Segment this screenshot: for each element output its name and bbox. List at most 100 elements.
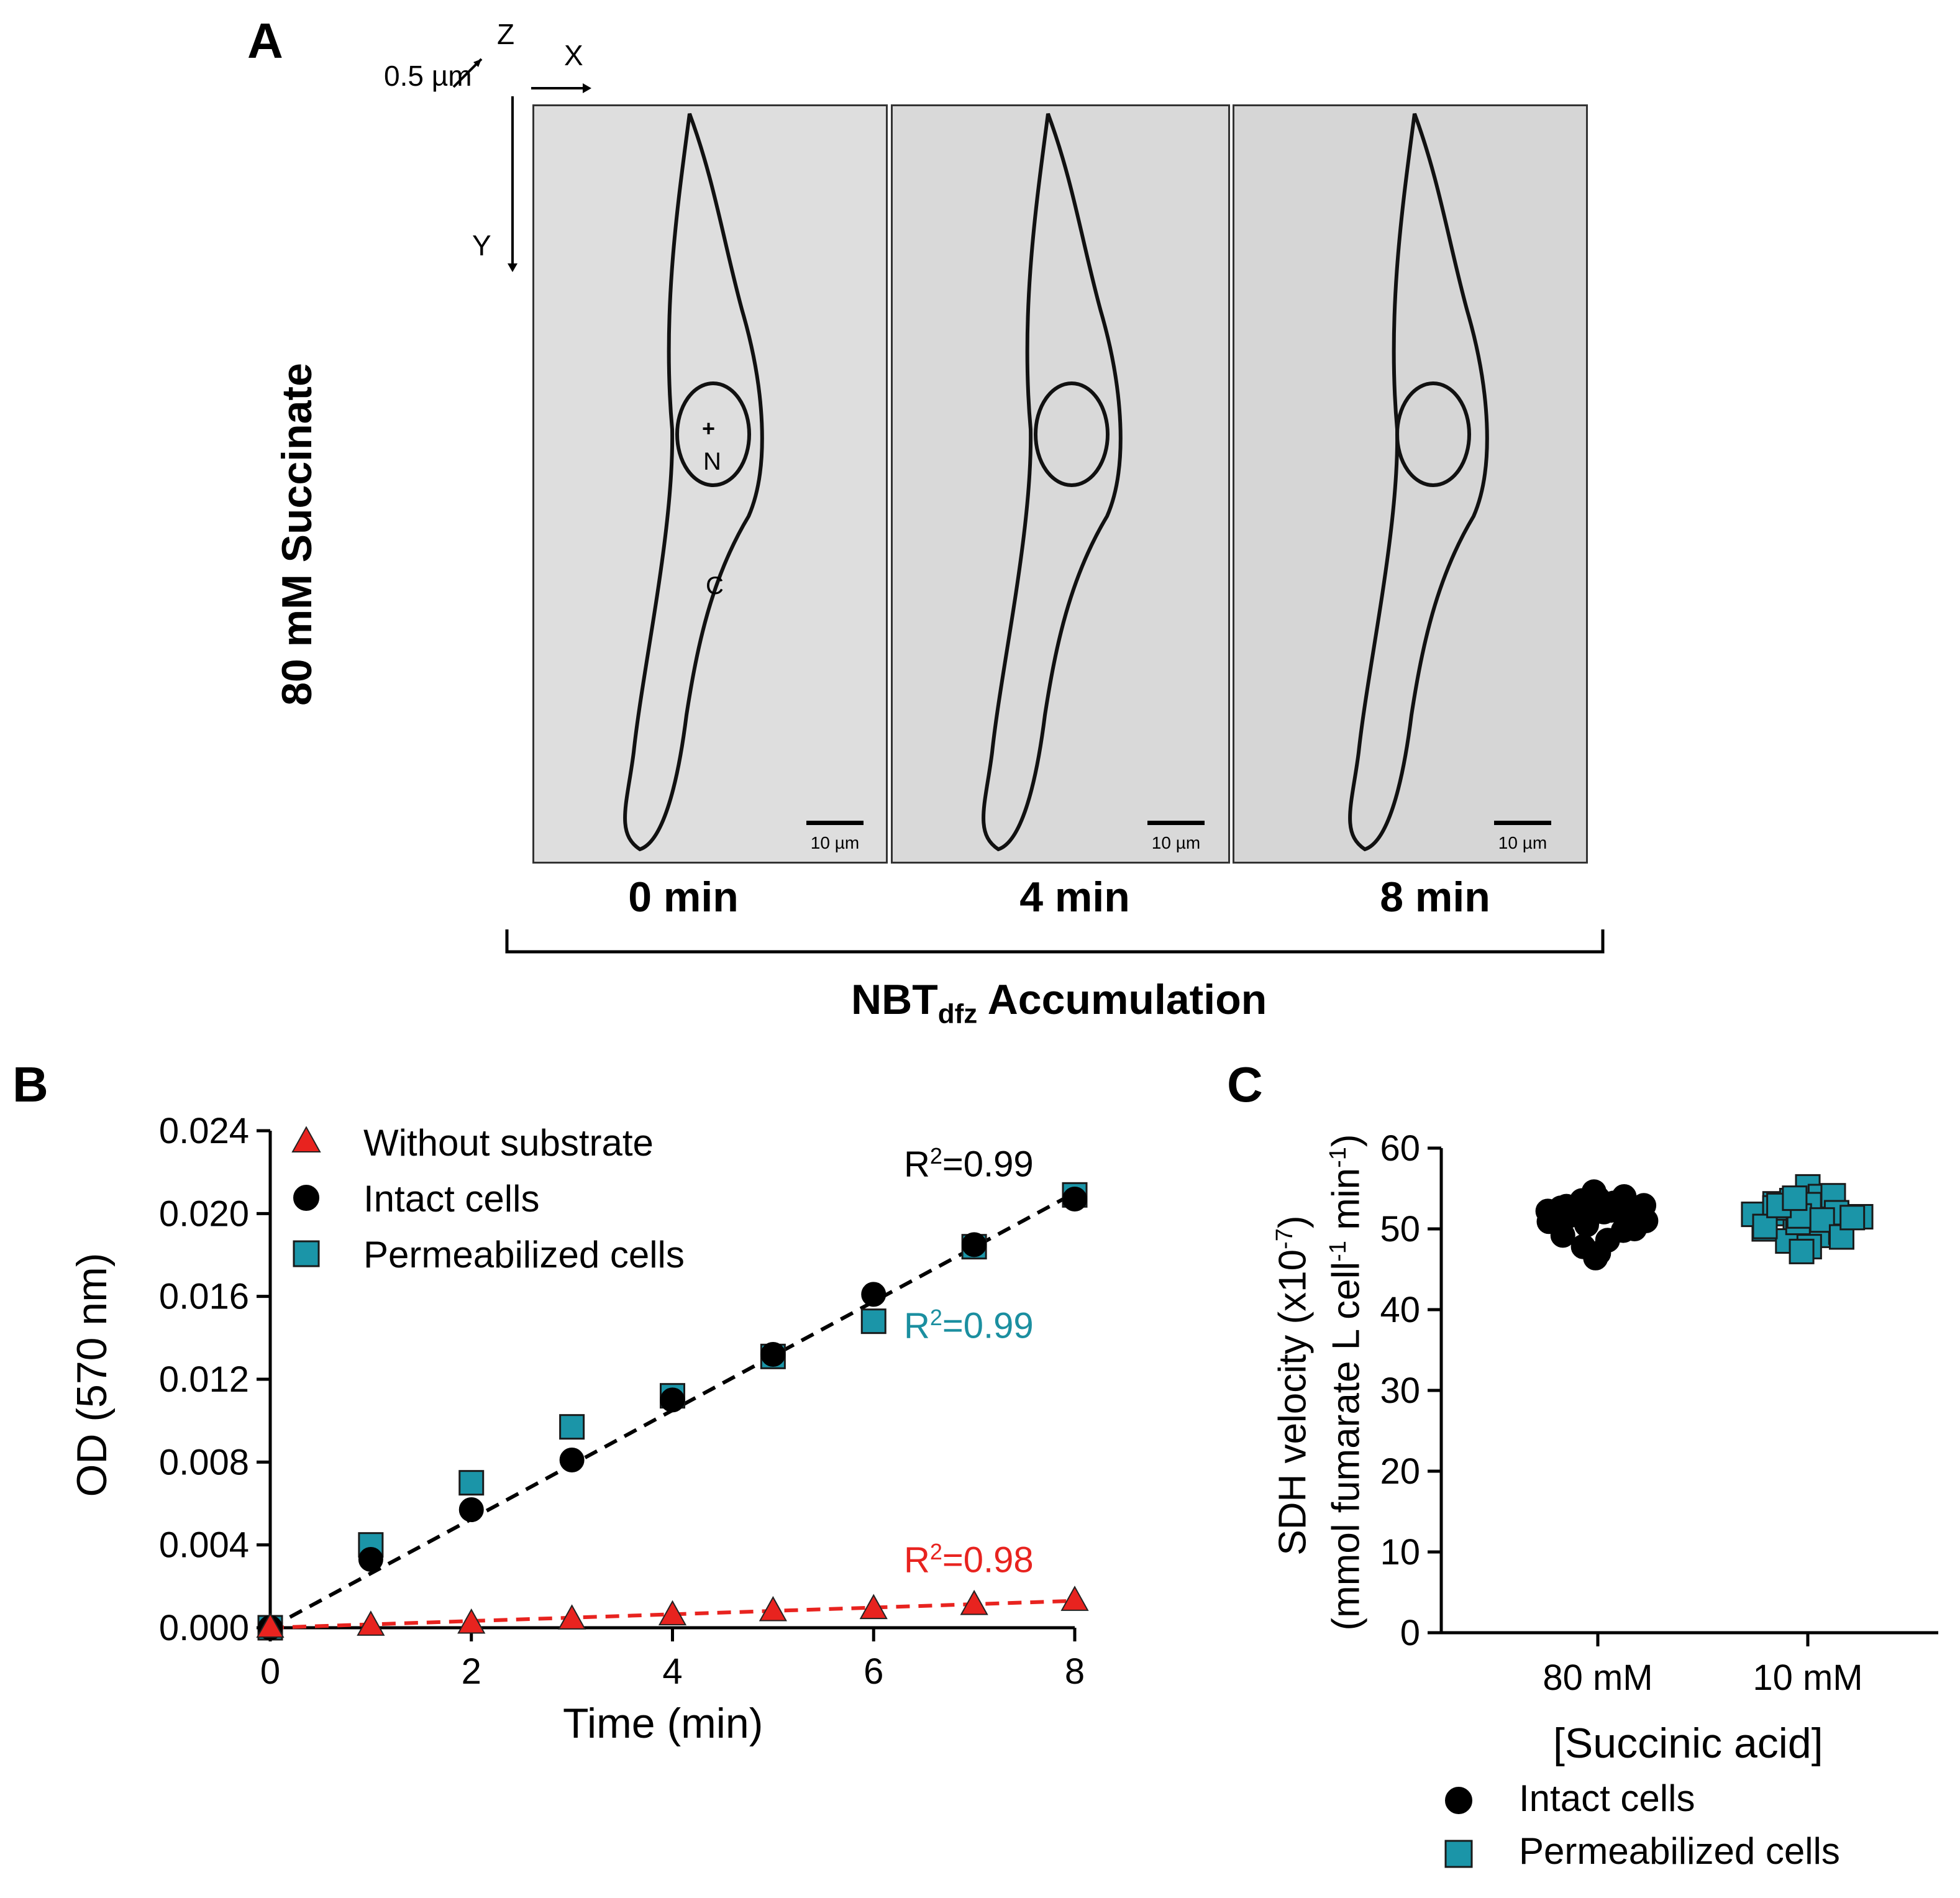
chart-b-ytick-label: 0.000 [159, 1608, 249, 1648]
r2-intact-prefix: R [904, 1144, 930, 1185]
point-c-permeabilized-cells [1828, 1219, 1854, 1245]
panel-a-letter: A [247, 13, 283, 68]
point-c-permeabilized-cells [1825, 1212, 1851, 1238]
point-c-intact-cells [1595, 1228, 1620, 1253]
point-c-permeabilized-cells [1809, 1207, 1835, 1233]
point-c-intact-cells [1536, 1209, 1562, 1234]
point-c-permeabilized-cells [1782, 1185, 1808, 1211]
cytoplasm-label: C [706, 572, 724, 600]
frame-time-1: 4 min [1019, 874, 1130, 921]
chart-c-ytick-label: 50 [1380, 1209, 1420, 1249]
accumulation-label: NBTdfz Accumulation [851, 975, 1267, 1030]
chart-c-ylabel-2a: (mmol fumarate L cell [1324, 1261, 1368, 1631]
point-permeabilized-cells [458, 1470, 485, 1496]
point-c-intact-cells [1570, 1190, 1595, 1215]
point-c-intact-cells [1554, 1193, 1579, 1219]
point-c-intact-cells [1585, 1185, 1610, 1211]
point-intact-cells [962, 1232, 987, 1257]
point-c-permeabilized-cells [1828, 1205, 1854, 1231]
point-c-permeabilized-cells [1767, 1200, 1793, 1226]
axis-x-label: X [564, 39, 583, 71]
point-c-permeabilized-cells [1800, 1197, 1826, 1223]
point-c-permeabilized-cells [1823, 1200, 1849, 1226]
nucleus-label: N [703, 448, 721, 475]
chart-b: 0.000 0.004 0.008 0.012 0.016 0.020 0.024 0 2 4 6 8 [159, 1111, 1089, 1692]
chart-c-ytick-label: 20 [1380, 1451, 1420, 1492]
point-c-permeabilized-cells [1762, 1195, 1788, 1221]
r2-intact-value: =0.99 [942, 1144, 1034, 1185]
point-c-intact-cells [1570, 1234, 1596, 1259]
chart-b-xlabel: Time (min) [563, 1700, 763, 1747]
chart-b-ytick-label: 0.016 [159, 1277, 249, 1317]
legend-c-marker-permeabilized-cells [1444, 1840, 1473, 1868]
point-without-substrate [357, 1610, 385, 1636]
accumulation-sub: dfz [937, 998, 978, 1029]
point-c-permeabilized-cells [1752, 1213, 1778, 1239]
scale-bar-label: 10 µm [1498, 833, 1547, 852]
point-c-intact-cells [1631, 1193, 1657, 1218]
point-c-intact-cells [1535, 1198, 1561, 1224]
r2-without-sup: 2 [929, 1539, 942, 1564]
chart-c-ytick-label: 60 [1380, 1128, 1420, 1169]
legend-b-marker-intact-cells [293, 1185, 319, 1211]
point-c-intact-cells [1591, 1199, 1616, 1225]
chart-b-xtick-label: 4 [662, 1651, 682, 1692]
point-without-substrate [1060, 1585, 1089, 1611]
point-c-permeabilized-cells [1785, 1210, 1811, 1236]
r2-perm-prefix: R [904, 1305, 930, 1346]
point-c-intact-cells [1556, 1203, 1581, 1229]
point-c-permeabilized-cells [1810, 1198, 1836, 1224]
scale-bar [1494, 821, 1551, 825]
chart-b-xtick-label: 0 [260, 1651, 280, 1692]
r2-perm: R2=0.99 [904, 1305, 1034, 1346]
point-c-permeabilized-cells [1795, 1174, 1821, 1200]
chart-b-ytick-label: 0.020 [159, 1193, 249, 1234]
chart-c-ytick-label: 40 [1380, 1290, 1420, 1330]
point-c-permeabilized-cells [1848, 1204, 1874, 1230]
frame-time-2: 8 min [1380, 874, 1490, 921]
point-c-permeabilized-cells [1762, 1191, 1788, 1217]
point-c-intact-cells [1548, 1202, 1574, 1228]
point-without-substrate [457, 1608, 486, 1634]
chart-c-ylabel-1a: SDH velocity (x10 [1271, 1249, 1315, 1556]
scale-bar [1147, 821, 1205, 825]
chart-b-ytick-label: 0.004 [159, 1525, 249, 1566]
legend-c-marker-intact-cells [1445, 1787, 1472, 1814]
point-c-intact-cells [1633, 1208, 1659, 1233]
point-c-intact-cells [1622, 1216, 1648, 1241]
point-c-permeabilized-cells [1789, 1238, 1815, 1264]
axis-z-label: Z [497, 18, 515, 50]
point-without-substrate [859, 1594, 888, 1620]
point-c-intact-cells [1611, 1184, 1637, 1209]
chart-b-xtick-label: 8 [1065, 1651, 1085, 1692]
point-c-intact-cells [1581, 1179, 1607, 1205]
chart-b-ytick-label: 0.024 [159, 1111, 249, 1151]
r2-intact-sup: 2 [929, 1143, 942, 1169]
point-intact-cells [660, 1387, 685, 1413]
point-without-substrate [256, 1612, 285, 1638]
point-intact-cells [559, 1448, 585, 1472]
chart-c-xtick-label: 10 mM [1753, 1658, 1862, 1698]
accumulation-rest: Accumulation [987, 976, 1267, 1023]
legend-b-without: Without substrate [363, 1122, 654, 1164]
point-intact-cells [1062, 1187, 1087, 1211]
point-c-permeabilized-cells [1775, 1228, 1801, 1254]
axis-y-label: Y [472, 229, 491, 262]
point-c-intact-cells [1621, 1214, 1646, 1239]
legend-b-perm: Permeabilized cells [363, 1234, 685, 1275]
micrograph-8min: 10 µm [1233, 104, 1588, 864]
point-c-intact-cells [1598, 1198, 1624, 1223]
legend-b-marker-without-substrate [291, 1126, 321, 1152]
micrograph-0min: + N C 10 µm [532, 104, 888, 864]
chart-c-ylabel-2sup2: -1 [1325, 1147, 1351, 1168]
point-without-substrate [759, 1595, 787, 1622]
r2-intact: R2=0.99 [904, 1143, 1034, 1185]
legend-c-intact: Intact cells [1519, 1777, 1695, 1819]
chart-c-ylabel-2end: ) [1324, 1134, 1368, 1147]
point-c-permeabilized-cells [1741, 1202, 1767, 1228]
point-without-substrate [658, 1600, 687, 1626]
point-permeabilized-cells [559, 1414, 585, 1440]
chart-b-xtick-label: 2 [462, 1651, 481, 1692]
chart-c-ylabel-1: SDH velocity (x10-7) [1260, 1075, 1315, 1696]
point-c-intact-cells [1586, 1241, 1611, 1266]
